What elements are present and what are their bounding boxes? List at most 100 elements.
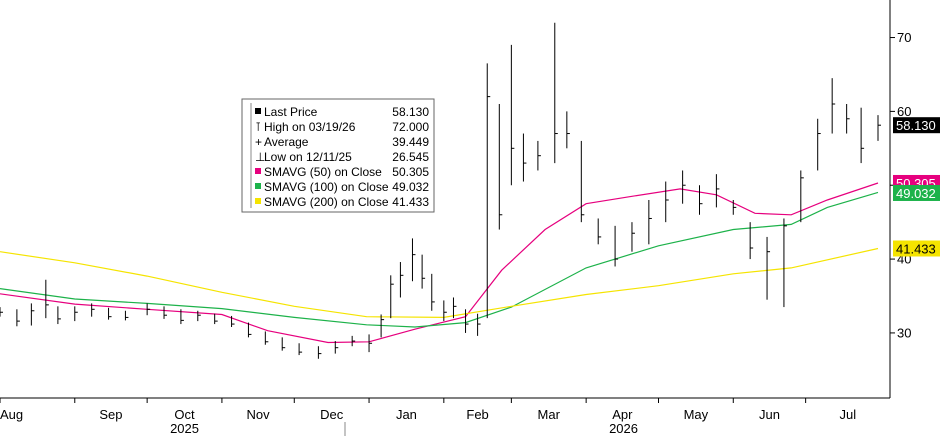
x-tick-label: Jul — [840, 407, 857, 422]
legend: Last Price 58.130⊺ High on 03/19/26 72.000+… — [241, 98, 435, 213]
ma-line-3 — [0, 247, 879, 319]
legend-entry: + Average 39.449 — [255, 135, 429, 149]
legend-value: 41.433 — [392, 195, 429, 209]
price-bar — [597, 218, 602, 245]
price-bar — [749, 222, 754, 260]
price-bar — [30, 303, 35, 326]
legend-box — [241, 98, 435, 213]
price-bar — [831, 78, 836, 134]
price-bar — [368, 334, 373, 353]
legend-label: SMAVG (50) on Close — [264, 165, 382, 179]
price-bar — [817, 118, 821, 171]
price-bar — [614, 225, 619, 267]
price-bar — [231, 315, 235, 328]
price-bar — [648, 200, 652, 245]
x-tick-label: Apr — [612, 407, 633, 422]
legend-label: Average — [264, 135, 309, 149]
legend-value: 72.000 — [392, 120, 429, 134]
x-tick-label: Mar — [538, 407, 561, 422]
price-bar — [631, 222, 635, 252]
x-tick-label: Oct — [174, 407, 195, 422]
moving-average-lines — [0, 182, 879, 344]
year-label: 2026 — [609, 421, 638, 436]
x-axis-ticks: Aug Sep Oct Nov Dec Jan Feb Mar Apr May Jun Jul — [0, 398, 856, 422]
price-bar — [16, 309, 20, 327]
legend-marker-icon: + — [255, 135, 262, 149]
price-bar — [800, 170, 804, 223]
legend-value: 50.305 — [392, 165, 429, 179]
price-bar — [74, 306, 78, 322]
price-bar — [580, 140, 585, 223]
x-tick-label: Jan — [396, 407, 417, 422]
legend-entry: ⊺ High on 03/19/26 72.000 — [255, 120, 429, 134]
year-labels: 2025 2026 — [170, 421, 638, 436]
price-bar — [411, 238, 416, 282]
price-bar — [91, 303, 95, 317]
legend-entry: Last Price 58.130 — [255, 105, 429, 119]
price-bar — [45, 279, 49, 319]
year-label: 2025 — [170, 421, 199, 436]
price-bar — [522, 133, 527, 182]
price-bar — [298, 343, 303, 356]
legend-entry: SMAVG (50) on Close 50.305 — [255, 165, 429, 179]
x-tick-label: May — [684, 407, 709, 422]
value-label-text: 58.130 — [896, 118, 936, 133]
price-bar — [846, 104, 850, 134]
legend-entry: SMAVG (100) on Close 49.032 — [255, 180, 429, 194]
price-bar — [214, 313, 218, 325]
price-bar — [715, 174, 720, 208]
legend-value: 58.130 — [392, 105, 429, 119]
price-bar — [146, 303, 151, 316]
price-bar — [554, 22, 558, 164]
x-tick-label: Aug — [0, 407, 23, 422]
legend-swatch — [255, 183, 261, 189]
legend-label: Last Price — [264, 105, 318, 119]
price-bar — [860, 107, 865, 164]
legend-label: Low on 12/11/25 — [264, 150, 352, 164]
legend-label: SMAVG (100) on Close — [264, 180, 389, 194]
price-bar — [486, 63, 491, 319]
y-tick-label: 60 — [897, 104, 911, 119]
axes — [0, 0, 891, 436]
legend-label: High on 03/19/26 — [264, 120, 356, 134]
value-label-text: 49.032 — [896, 186, 936, 201]
price-bar — [108, 307, 112, 320]
price-bar — [163, 306, 168, 319]
price-bar — [431, 273, 435, 311]
price-bar — [421, 254, 426, 289]
legend-marker-icon: ⊺ — [255, 120, 261, 134]
price-bar — [665, 181, 669, 223]
price-bar — [682, 170, 686, 204]
price-bar — [699, 185, 703, 215]
legend-swatch — [255, 108, 261, 114]
legend-value: 26.545 — [392, 150, 429, 164]
price-bar — [452, 297, 457, 319]
ma-line-2 — [0, 191, 879, 328]
price-bar — [498, 104, 503, 230]
price-bar — [465, 309, 469, 333]
price-bar — [783, 218, 787, 308]
x-tick-label: Sep — [99, 407, 122, 422]
price-bar — [124, 310, 129, 321]
legend-swatch — [255, 198, 261, 204]
price-bar — [334, 341, 339, 354]
legend-entries: Last Price 58.130⊺ High on 03/19/26 72.000+… — [255, 105, 429, 209]
price-bars — [0, 22, 881, 359]
value-label-text: 41.433 — [896, 241, 936, 256]
price-bar — [351, 335, 356, 347]
price-bar — [197, 310, 201, 322]
price-bar — [317, 346, 322, 359]
price-bar — [264, 331, 269, 345]
price-bar — [766, 236, 771, 300]
legend-value: 39.449 — [392, 135, 429, 149]
price-bar — [180, 309, 184, 325]
price-bar — [281, 337, 286, 351]
x-tick-label: Feb — [466, 407, 488, 422]
price-bar — [390, 275, 394, 319]
value-label: 41.433 — [893, 240, 940, 257]
value-label: 49.032 — [893, 184, 940, 201]
y-tick-label: 70 — [897, 30, 911, 45]
x-tick-label: Jun — [759, 407, 780, 422]
